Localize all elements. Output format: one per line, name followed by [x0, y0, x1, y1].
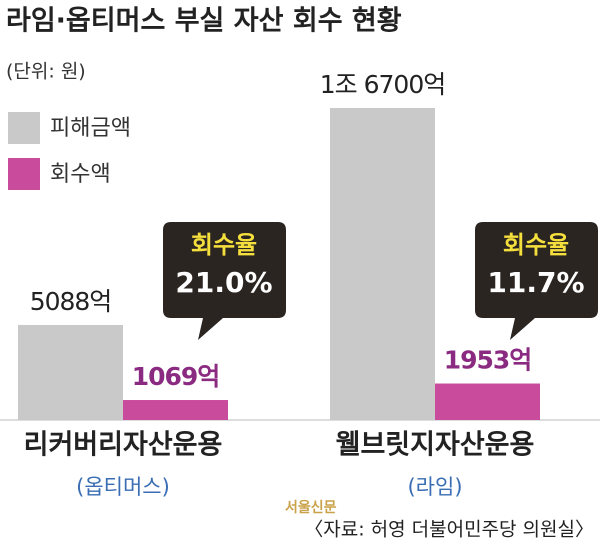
callout-bubble — [475, 222, 598, 340]
legend-label: 피해금액 — [50, 116, 131, 141]
value-label: 1조 6700억 — [320, 70, 445, 99]
callout-bubble — [163, 222, 286, 340]
callout-value: 11.7% — [487, 266, 584, 299]
callout-title: 회수율 — [191, 231, 257, 259]
callout-title: 회수율 — [503, 231, 569, 259]
chart-subtitle: (단위: 원) — [6, 61, 86, 83]
legend-swatch — [8, 158, 40, 190]
category-note: (옵티머스) — [76, 475, 170, 499]
value-label: 1953억 — [444, 346, 532, 375]
bar — [123, 400, 228, 420]
legend-label: 회수액 — [50, 162, 111, 187]
legend-swatch — [8, 112, 40, 144]
source: 〈자료: 허영 더불어민주당 의원실〉 — [304, 519, 594, 541]
chart-title: 라임·옵티머스 부실 자산 회수 현황 — [6, 6, 402, 37]
callout-value: 21.0% — [175, 266, 272, 299]
category-label: 리커버리자산운용 — [24, 430, 223, 461]
value-label: 1069억 — [132, 362, 220, 391]
category-note: (라임) — [407, 475, 462, 499]
watermark: 서울신문 — [285, 499, 337, 516]
bar — [330, 108, 435, 420]
value-label: 5088억 — [30, 287, 112, 316]
bar — [435, 383, 540, 420]
category-label: 웰브릿지자산운용 — [336, 430, 535, 461]
bar — [18, 324, 123, 420]
